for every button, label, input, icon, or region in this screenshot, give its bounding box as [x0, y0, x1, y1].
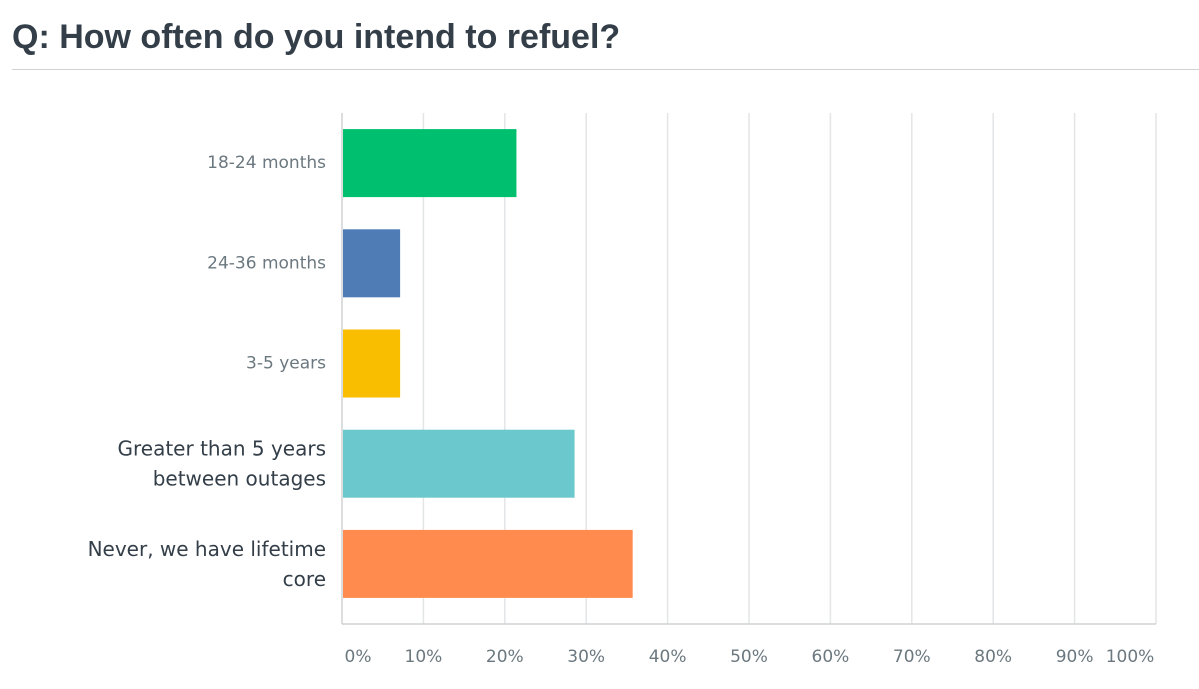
- category-label: 3-5 years: [246, 354, 326, 374]
- x-tick-label: 10%: [405, 647, 443, 667]
- bar: [343, 229, 401, 298]
- x-tick-label: 80%: [974, 647, 1012, 667]
- category-label: core: [283, 567, 326, 591]
- title-divider: [12, 69, 1199, 70]
- x-tick-label: 20%: [486, 647, 524, 667]
- bar: [343, 129, 517, 198]
- category-label: Greater than 5 years: [118, 437, 327, 461]
- x-tick-label: 100%: [1106, 647, 1155, 667]
- x-tick-label: 40%: [649, 647, 687, 667]
- category-label: between outages: [153, 467, 326, 491]
- x-tick-label: 60%: [812, 647, 850, 667]
- category-label: 24-36 months: [207, 253, 326, 273]
- x-tick-label: 70%: [893, 647, 931, 667]
- x-tick-label: 30%: [567, 647, 605, 667]
- category-label: 18-24 months: [207, 153, 326, 173]
- bar: [343, 429, 575, 498]
- chart-title: Q: How often do you intend to refuel?: [12, 18, 621, 56]
- category-label: Never, we have lifetime: [88, 537, 326, 561]
- x-tick-label: 0%: [345, 647, 372, 667]
- x-tick-label: 90%: [1056, 647, 1094, 667]
- x-tick-label: 50%: [730, 647, 768, 667]
- bar: [343, 329, 401, 398]
- bar: [343, 529, 633, 598]
